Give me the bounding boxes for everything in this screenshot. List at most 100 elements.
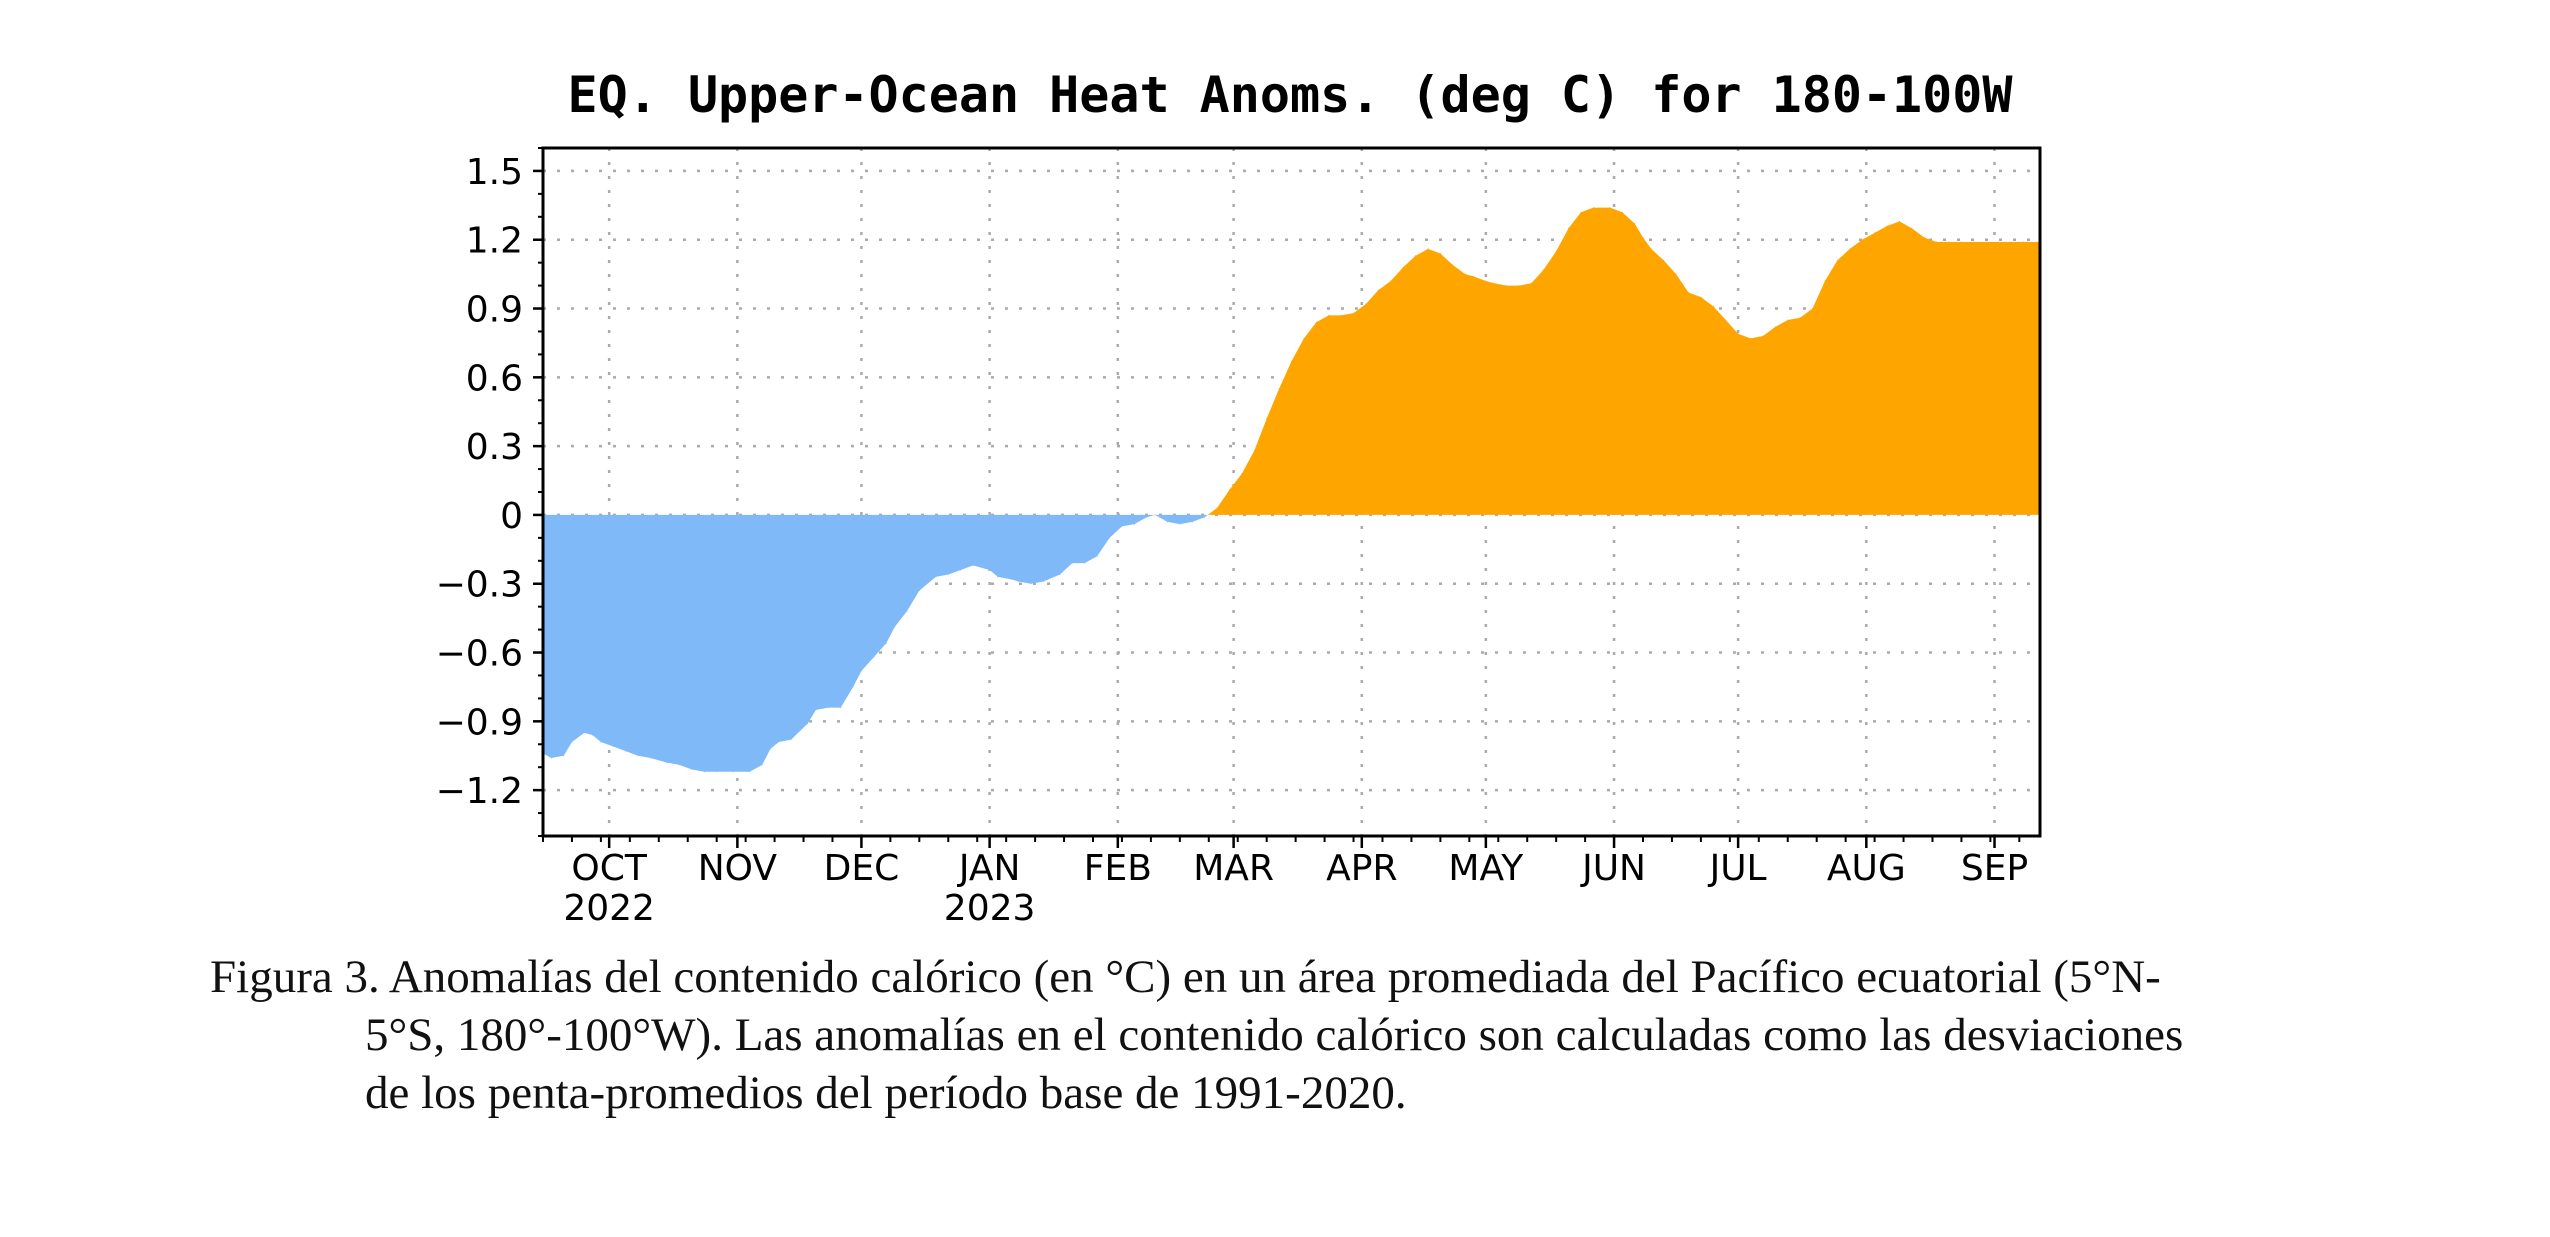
data-point — [778, 741, 780, 743]
x-tick-label: OCT — [571, 848, 647, 889]
data-point — [1948, 241, 1950, 243]
data-point — [1799, 317, 1801, 319]
data-point — [1315, 321, 1317, 323]
anomaly-area — [542, 207, 2041, 773]
x-tick-label: FEB — [1084, 848, 1152, 889]
data-point — [1998, 241, 2000, 243]
data-point — [1985, 241, 1987, 243]
data-point — [1650, 248, 1652, 250]
data-point — [1568, 227, 1570, 229]
data-point — [1634, 223, 1636, 225]
data-point — [1415, 255, 1417, 257]
data-point — [1836, 259, 1838, 261]
x-tick-label: MAY — [1448, 848, 1524, 889]
data-point — [807, 723, 809, 725]
x-tick-label: NOV — [698, 848, 778, 889]
negative-anomaly-area — [543, 514, 2040, 772]
data-point — [1191, 521, 1193, 523]
data-point — [637, 755, 639, 757]
data-point — [592, 734, 594, 736]
data-point — [1179, 523, 1181, 525]
data-point — [1253, 450, 1255, 452]
caption-line-2: 5°S, 180°-100°W). Las anomalías en el co… — [365, 1009, 2184, 1061]
data-point — [1204, 516, 1206, 518]
data-point — [1241, 473, 1243, 475]
data-point — [1642, 236, 1644, 238]
data-point — [1485, 280, 1487, 282]
x-tick-label: APR — [1326, 848, 1397, 889]
data-point — [583, 732, 585, 734]
data-point — [2010, 241, 2012, 243]
data-point — [749, 771, 751, 773]
data-point — [600, 741, 602, 743]
data-point — [1621, 211, 1623, 213]
data-point — [1340, 314, 1342, 316]
data-point — [1030, 583, 1032, 585]
data-point — [650, 757, 652, 759]
data-point — [563, 755, 565, 757]
y-tick-label: 1.2 — [466, 221, 523, 262]
data-point — [1216, 507, 1218, 509]
data-point — [827, 707, 829, 709]
data-point — [840, 707, 842, 709]
data-point — [960, 569, 962, 571]
data-point — [1464, 273, 1466, 275]
y-tick-label: 1.5 — [466, 152, 523, 193]
data-point — [1960, 241, 1962, 243]
y-tick-label: 0.3 — [466, 427, 523, 468]
y-tick-label: −0.3 — [436, 565, 523, 606]
data-point — [1439, 252, 1441, 254]
data-point — [1278, 388, 1280, 390]
data-point — [769, 748, 771, 750]
data-point — [1059, 574, 1061, 576]
figure-caption: Figura 3. Anomalías del contenido calóri… — [210, 948, 2360, 1122]
data-point — [1303, 337, 1305, 339]
data-point — [1874, 232, 1876, 234]
data-point — [1700, 296, 1702, 298]
x-tick-label: AUG — [1827, 848, 1906, 889]
y-tick-label: 0.9 — [466, 290, 523, 331]
data-point — [625, 750, 627, 752]
x-tick-label: SEP — [1961, 848, 2028, 889]
x-tick-label: MAR — [1193, 848, 1274, 889]
x-year-label: 2022 — [563, 888, 655, 929]
data-point — [1543, 269, 1545, 271]
data-point — [1427, 248, 1429, 250]
data-point — [1506, 285, 1508, 287]
data-point — [1328, 314, 1330, 316]
data-point — [1109, 537, 1111, 539]
data-point — [1898, 220, 1900, 222]
data-point — [761, 764, 763, 766]
data-point — [1266, 418, 1268, 420]
data-point — [703, 771, 705, 773]
x-tick-label: DEC — [824, 848, 900, 889]
data-point — [1377, 289, 1379, 291]
data-point — [1146, 516, 1148, 518]
data-point — [906, 610, 908, 612]
data-point — [1787, 319, 1789, 321]
caption-line-3: de los penta-promedios del período base … — [365, 1067, 1407, 1119]
caption-line-1: Figura 3. Anomalías del contenido calóri… — [210, 951, 2161, 1003]
data-point — [1774, 326, 1776, 328]
data-point — [1530, 282, 1532, 284]
data-point — [1121, 525, 1123, 527]
data-point — [1228, 489, 1230, 491]
data-point — [612, 746, 614, 748]
data-point — [1750, 337, 1752, 339]
data-point — [1592, 207, 1594, 209]
data-point — [716, 771, 718, 773]
data-point — [1018, 580, 1020, 582]
data-point — [1725, 319, 1727, 321]
y-tick-label: 0.6 — [466, 358, 523, 399]
data-point — [1886, 225, 1888, 227]
heat-anomaly-chart: EQ. Upper-Ocean Heat Anoms. (deg C) for … — [436, 66, 2042, 929]
data-point — [1687, 291, 1689, 293]
x-tick-label: JAN — [957, 848, 1021, 889]
data-point — [691, 768, 693, 770]
x-year-label: 2023 — [944, 888, 1036, 929]
data-point — [1009, 578, 1011, 580]
data-point — [1663, 259, 1665, 261]
data-point — [1518, 285, 1520, 287]
data-point — [1390, 280, 1392, 282]
